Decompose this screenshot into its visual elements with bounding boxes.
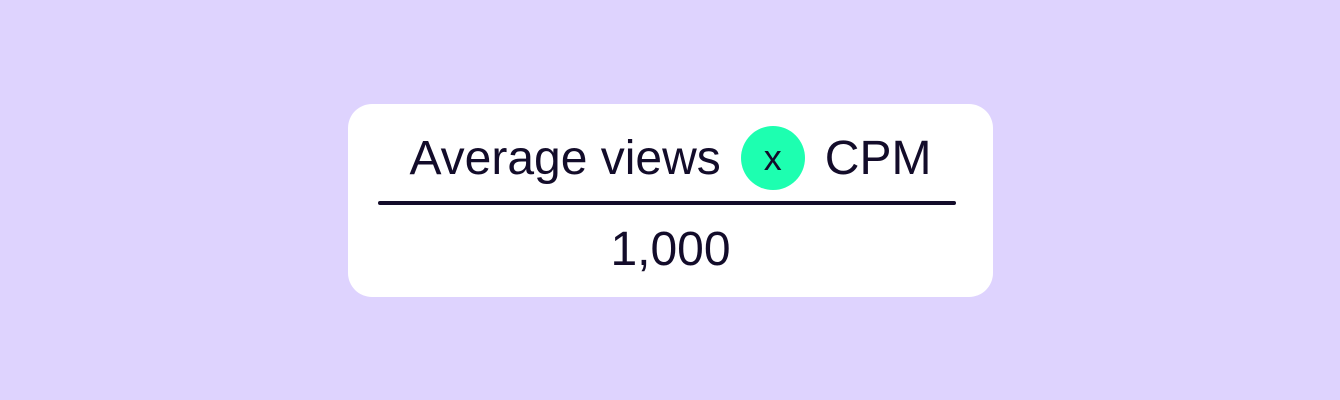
average-views-label: Average views <box>409 131 721 185</box>
numerator: Average views x CPM <box>348 126 993 190</box>
denominator: 1,000 <box>610 223 731 276</box>
formula-card: Average views x CPM 1,000 <box>348 104 993 297</box>
cpm-label: CPM <box>824 131 932 185</box>
fraction-divider <box>378 201 956 205</box>
multiply-operator: x <box>763 137 782 178</box>
multiply-icon: x <box>740 126 805 190</box>
